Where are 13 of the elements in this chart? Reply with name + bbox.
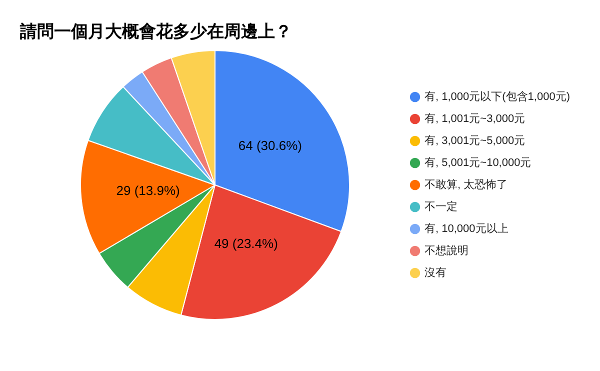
- legend-label: 沒有: [424, 267, 447, 280]
- legend-label: 有, 10,000元以上: [424, 222, 508, 236]
- legend-label: 不一定: [424, 200, 458, 214]
- data-label: 49 (23.4%): [214, 236, 278, 252]
- legend-label: 不想說明: [424, 244, 469, 258]
- data-label: 29 (13.9%): [116, 183, 180, 198]
- legend-label: 有, 5,001元~10,000元: [424, 157, 532, 170]
- data-label: 64 (30.6%): [238, 138, 302, 154]
- legend-label: 不敢算, 太恐怖了: [424, 178, 508, 192]
- legend-label: 有, 3,001元~5,000元: [424, 135, 526, 148]
- legend-label: 有, 1,001元~3,000元: [424, 113, 526, 126]
- chart-title: 請問一個月大概會花多少在周邊上？: [20, 21, 292, 43]
- legend-label: 有, 1,000元以下(包含1,000元): [424, 90, 570, 104]
